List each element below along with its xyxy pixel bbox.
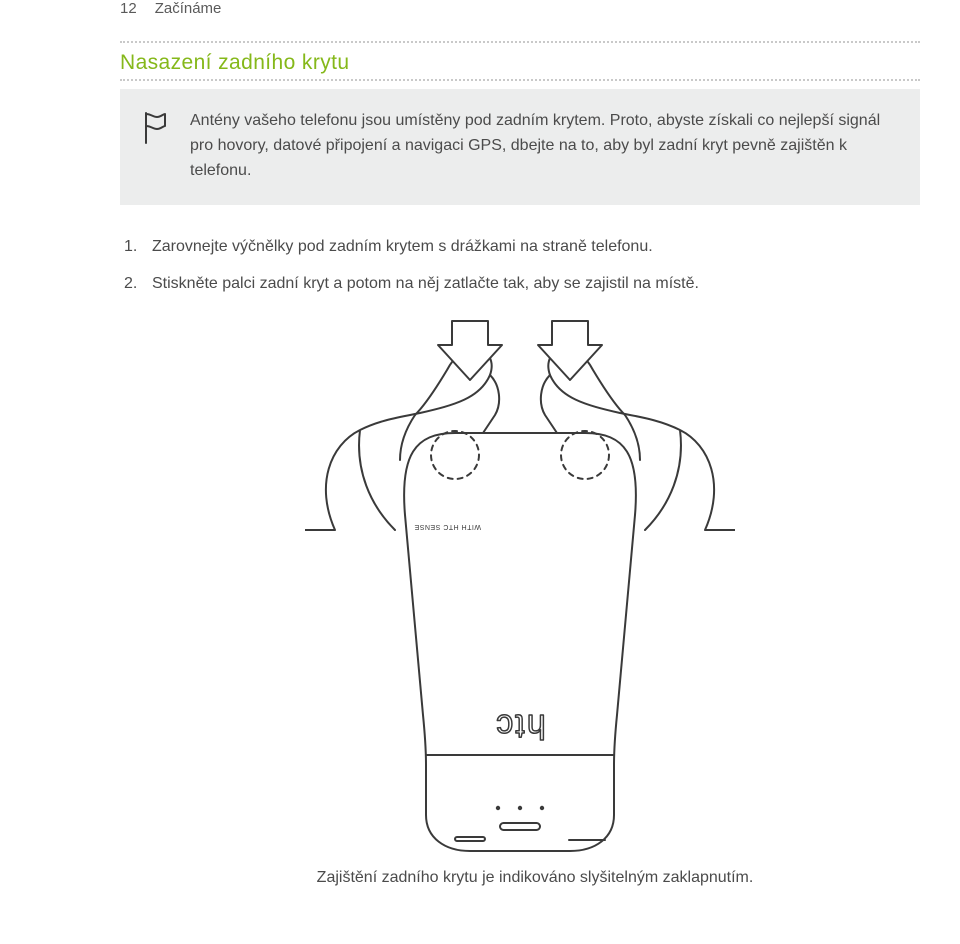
- footer-note: Zajištění zadního krytu je indikováno sl…: [120, 869, 920, 887]
- svg-text:WITH HTC SENSE: WITH HTC SENSE: [414, 523, 481, 530]
- svg-text:htc: htc: [494, 707, 545, 745]
- note-callout: Antény vašeho telefonu jsou umístěny pod…: [120, 89, 920, 205]
- divider: [120, 41, 920, 43]
- page-number: 12: [120, 0, 137, 17]
- illustration: WITH HTC SENSE htc: [120, 315, 920, 855]
- note-text: Antény vašeho telefonu jsou umístěny pod…: [190, 109, 898, 183]
- section-title: Nasazení zadního krytu: [120, 51, 920, 75]
- step-list: Zarovnejte výčnělky pod zadním krytem s …: [124, 235, 920, 297]
- list-item: Zarovnejte výčnělky pod zadním krytem s …: [124, 235, 920, 260]
- chapter-name: Začínáme: [155, 0, 222, 17]
- page-header: 12 Začínáme: [120, 0, 920, 17]
- flag-icon: [142, 109, 168, 150]
- divider: [120, 79, 920, 81]
- list-item: Stiskněte palci zadní kryt a potom na ně…: [124, 272, 920, 297]
